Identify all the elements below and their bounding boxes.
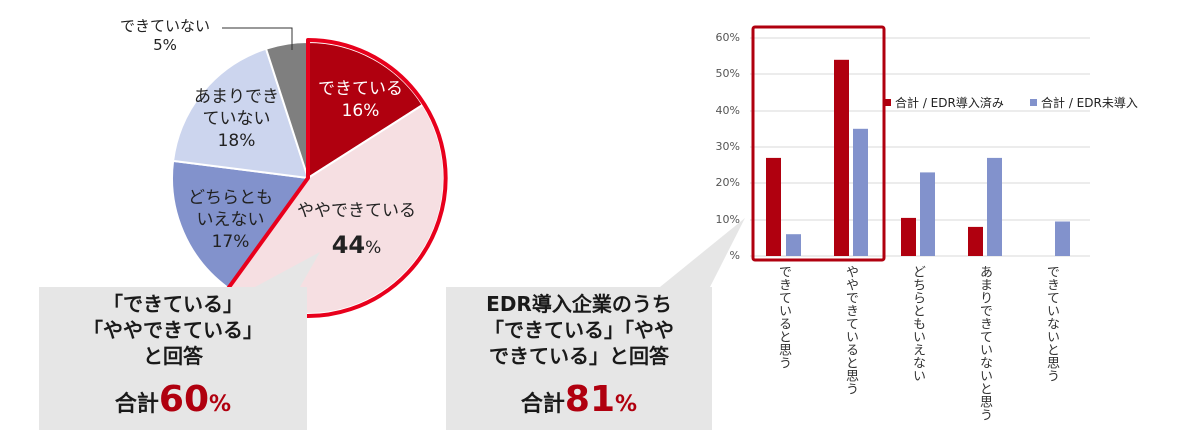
callout-right-line2: 「できている」「やや xyxy=(484,318,674,342)
pie-label-value: 17% xyxy=(211,232,250,252)
callout-right-total: 合計81% xyxy=(446,379,712,420)
pie-leader-line xyxy=(222,27,293,50)
bar-s1-c2 xyxy=(834,59,849,256)
pie-label-text: ていない xyxy=(202,109,271,129)
bar-s2-c5 xyxy=(1055,221,1070,256)
legend-label: 合計 / EDR未導入 xyxy=(1041,96,1138,110)
y-tick-0: % xyxy=(729,249,740,262)
pie-chart xyxy=(171,27,448,318)
pie-label-text: できていない xyxy=(120,17,211,35)
x-label-3: どちらともいえない xyxy=(910,265,925,382)
y-tick-40: 40% xyxy=(715,104,740,117)
callout-left-total: 合計60% xyxy=(39,379,307,420)
legend-label: 合計 / EDR導入済み xyxy=(895,96,1004,110)
pie-label-unit: % xyxy=(365,238,382,258)
callout-right: EDR導入企業のうち 「できている」「やや できている」と回答 合計81% xyxy=(446,287,712,430)
total-value: 81 xyxy=(564,379,616,420)
bar-s2-c2 xyxy=(853,128,868,256)
pie-label-yaya: ややできている 44% xyxy=(297,200,416,259)
y-tick-10: 10% xyxy=(715,213,740,226)
callout-left-line1: 「できている」 xyxy=(103,292,243,316)
callout-left-line2: 「ややできている」 xyxy=(83,318,263,342)
bar-s1-c3 xyxy=(901,217,916,256)
y-tick-30: 30% xyxy=(715,140,740,153)
x-label-1: できていると思う xyxy=(776,265,791,369)
pie-label-text: あまりでき xyxy=(194,87,279,107)
bar-s2-c1 xyxy=(786,234,801,256)
total-unit: % xyxy=(209,392,232,417)
x-label-4: あまりできていないと思う xyxy=(977,265,992,421)
callout-right-line3: できている」と回答 xyxy=(489,344,669,368)
pie-label-text: どちらとも xyxy=(188,188,273,208)
pie-label-text: できている xyxy=(318,79,403,99)
legend-item-edr-not-installed: 合計 / EDR未導入 xyxy=(1030,94,1138,111)
bar-s2-c3 xyxy=(920,172,935,256)
legend-swatch-red xyxy=(884,99,891,106)
pie-label-value: 18% xyxy=(217,131,256,151)
pie-label-value: 44 xyxy=(331,231,366,259)
pie-label-amari: あまりでき ていない 18% xyxy=(194,86,279,152)
callout-right-pointer xyxy=(660,218,745,287)
pie-label-text: いえない xyxy=(196,210,265,230)
pie-label-text: ややできている xyxy=(297,201,416,221)
pie-label-dochira: どちらとも いえない 17% xyxy=(188,187,273,253)
total-unit: % xyxy=(615,392,638,417)
total-value: 60 xyxy=(158,379,210,420)
bar-chart xyxy=(750,25,1090,262)
pie-slice-dochira xyxy=(171,159,310,290)
pie-slice-amari xyxy=(171,47,310,180)
bar-s2-c4 xyxy=(987,157,1002,256)
pie-label-value: 16% xyxy=(341,101,380,121)
pie-label-value: 5% xyxy=(153,36,177,54)
x-label-5: できていないと思う xyxy=(1044,265,1059,382)
callout-left: 「できている」 「ややできている」 と回答 合計60% xyxy=(39,287,307,430)
y-tick-50: 50% xyxy=(715,67,740,80)
callout-left-pointer xyxy=(255,252,320,287)
bar-highlight-box xyxy=(751,25,886,262)
x-label-2: ややできていると思う xyxy=(843,265,858,395)
legend-swatch-blue xyxy=(1030,99,1037,106)
legend-item-edr-installed: 合計 / EDR導入済み xyxy=(884,94,1004,111)
callout-right-line1: EDR導入企業のうち xyxy=(486,292,672,316)
total-prefix: 合計 xyxy=(520,392,565,417)
bar-s1-c4 xyxy=(968,226,983,256)
total-prefix: 合計 xyxy=(114,392,159,417)
pie-label-dekiteiru: できている 16% xyxy=(318,78,403,122)
pie-label-dekinai: できていない 5% xyxy=(120,17,210,55)
y-tick-20: 20% xyxy=(715,176,740,189)
y-tick-60: 60% xyxy=(715,31,740,44)
callout-left-line3: と回答 xyxy=(143,344,203,368)
bar-s1-c1 xyxy=(766,157,781,256)
